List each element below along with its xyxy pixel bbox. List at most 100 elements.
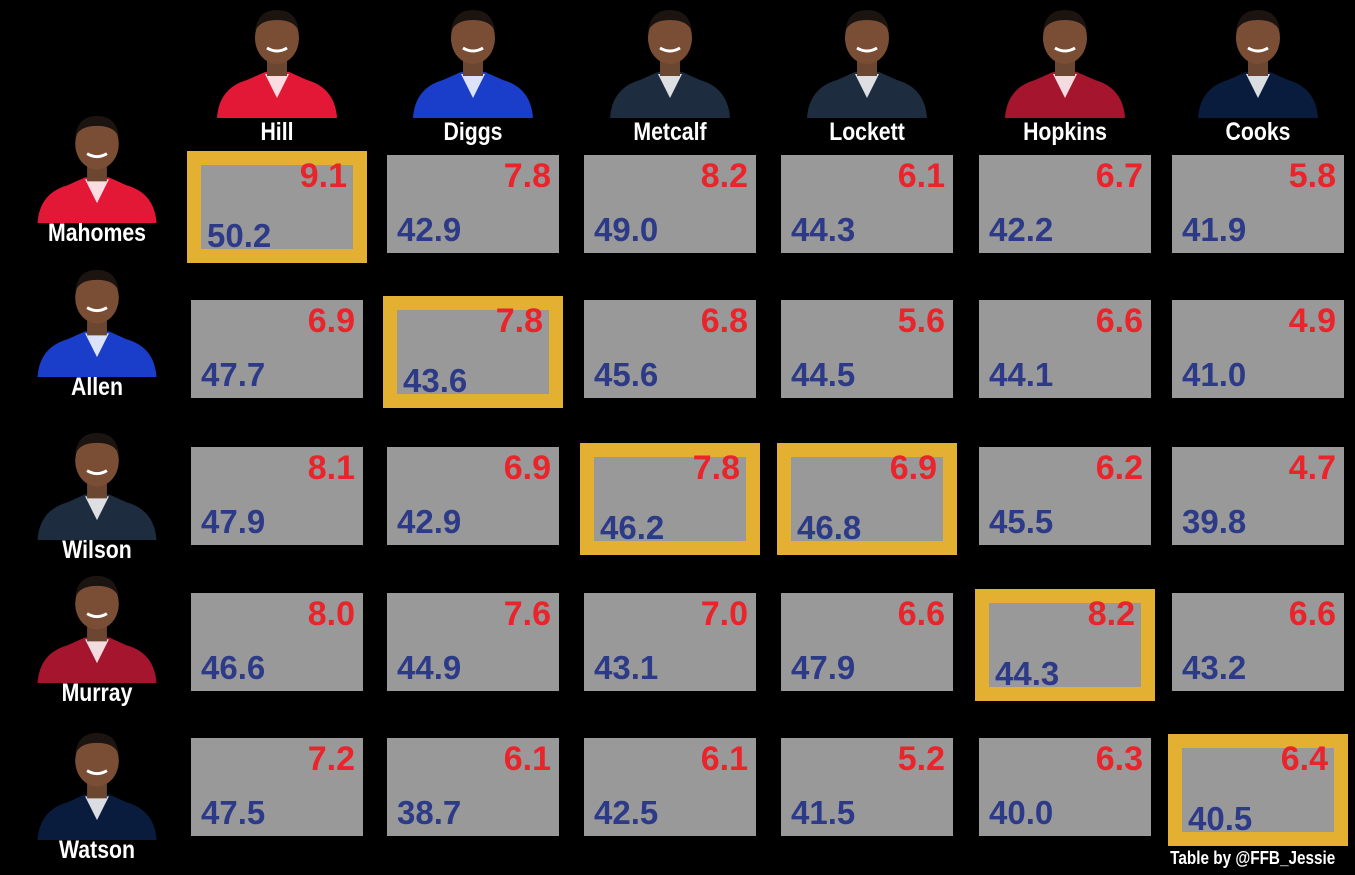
- top-value: 6.9: [889, 449, 937, 487]
- top-value: 9.1: [299, 157, 347, 195]
- grid-cell: 8.0 46.6: [191, 593, 363, 691]
- grid-cell: 6.2 45.5: [979, 447, 1151, 545]
- top-value: 6.7: [1095, 157, 1143, 195]
- grid-cell: 7.8 43.6: [383, 296, 563, 408]
- receiver-name: Lockett: [829, 118, 905, 146]
- top-value: 6.1: [503, 740, 551, 778]
- player-headshot-icon: [797, 2, 937, 118]
- bottom-value: 46.6: [201, 649, 266, 686]
- grid-cell: 6.9 46.8: [777, 443, 957, 555]
- receiver-header-diggs: Diggs: [388, 2, 558, 147]
- top-value: 4.9: [1288, 302, 1336, 340]
- bottom-value: 44.1: [989, 356, 1054, 393]
- bottom-value: 46.8: [797, 509, 862, 546]
- top-value: 7.8: [692, 449, 740, 487]
- grid-cell: 6.3 40.0: [979, 738, 1151, 836]
- top-value: 7.6: [503, 595, 551, 633]
- player-headshot-icon: [995, 2, 1135, 118]
- bottom-value: 39.8: [1182, 503, 1247, 540]
- bottom-value: 43.6: [403, 362, 468, 399]
- grid-cell: 6.1 44.3: [781, 155, 953, 253]
- top-value: 4.7: [1288, 449, 1336, 487]
- grid-cell: 7.0 43.1: [584, 593, 756, 691]
- bottom-value: 50.2: [207, 217, 272, 254]
- bottom-value: 42.9: [397, 211, 462, 248]
- bottom-value: 47.9: [201, 503, 266, 540]
- receiver-header-hill: Hill: [192, 2, 362, 147]
- bottom-value: 42.2: [989, 211, 1054, 248]
- player-headshot-icon: [27, 425, 167, 540]
- bottom-value: 40.5: [1188, 800, 1253, 837]
- top-value: 6.6: [897, 595, 945, 633]
- top-value: 5.6: [897, 302, 945, 340]
- bottom-value: 49.0: [594, 211, 659, 248]
- top-value: 8.2: [1087, 595, 1135, 633]
- top-value: 7.8: [503, 157, 551, 195]
- receiver-name: Hill: [260, 118, 294, 146]
- quarterback-header-allen: Allen: [12, 262, 182, 402]
- grid-cell: 6.1 42.5: [584, 738, 756, 836]
- top-value: 6.1: [700, 740, 748, 778]
- grid-cell: 8.2 49.0: [584, 155, 756, 253]
- quarterback-name: Watson: [59, 836, 135, 864]
- top-value: 6.9: [503, 449, 551, 487]
- top-value: 6.6: [1095, 302, 1143, 340]
- grid-cell: 7.6 44.9: [387, 593, 559, 691]
- bottom-value: 44.3: [791, 211, 856, 248]
- grid-cell: 6.6 43.2: [1172, 593, 1344, 691]
- quarterback-name: Wilson: [62, 536, 132, 564]
- bottom-value: 38.7: [397, 794, 462, 831]
- receiver-header-cooks: Cooks: [1173, 2, 1343, 147]
- player-headshot-icon: [27, 568, 167, 683]
- grid-cell: 6.4 40.5: [1168, 734, 1348, 846]
- top-value: 8.0: [307, 595, 355, 633]
- grid-cell: 8.2 44.3: [975, 589, 1155, 701]
- bottom-value: 41.9: [1182, 211, 1247, 248]
- grid-cell: 6.7 42.2: [979, 155, 1151, 253]
- bottom-value: 47.5: [201, 794, 266, 831]
- grid-cell: 9.1 50.2: [187, 151, 367, 263]
- bottom-value: 43.2: [1182, 649, 1247, 686]
- grid-cell: 6.1 38.7: [387, 738, 559, 836]
- receiver-name: Diggs: [443, 118, 503, 146]
- bottom-value: 41.0: [1182, 356, 1247, 393]
- quarterback-name: Mahomes: [47, 219, 147, 247]
- bottom-value: 46.2: [600, 509, 665, 546]
- top-value: 8.1: [307, 449, 355, 487]
- quarterback-header-watson: Watson: [12, 725, 182, 865]
- bottom-value: 43.1: [594, 649, 659, 686]
- top-value: 7.0: [700, 595, 748, 633]
- bottom-value: 47.9: [791, 649, 856, 686]
- receiver-name: Hopkins: [1023, 118, 1107, 146]
- top-value: 7.8: [495, 302, 543, 340]
- bottom-value: 42.9: [397, 503, 462, 540]
- top-value: 5.2: [897, 740, 945, 778]
- bottom-value: 44.5: [791, 356, 856, 393]
- bottom-value: 41.5: [791, 794, 856, 831]
- player-headshot-icon: [1188, 2, 1328, 118]
- player-headshot-icon: [600, 2, 740, 118]
- grid-cell: 6.9 42.9: [387, 447, 559, 545]
- quarterback-name: Allen: [71, 373, 123, 401]
- top-value: 8.2: [700, 157, 748, 195]
- top-value: 6.8: [700, 302, 748, 340]
- grid-cell: 6.9 47.7: [191, 300, 363, 398]
- top-value: 6.9: [307, 302, 355, 340]
- top-value: 5.8: [1288, 157, 1336, 195]
- player-headshot-icon: [27, 725, 167, 840]
- bottom-value: 40.0: [989, 794, 1054, 831]
- credit-text: Table by @FFB_Jessie: [1169, 848, 1335, 868]
- receiver-header-metcalf: Metcalf: [585, 2, 755, 147]
- grid-cell: 5.2 41.5: [781, 738, 953, 836]
- receiver-header-hopkins: Hopkins: [980, 2, 1150, 147]
- top-value: 6.4: [1280, 740, 1328, 778]
- grid-cell: 6.6 44.1: [979, 300, 1151, 398]
- player-headshot-icon: [27, 262, 167, 377]
- grid-cell: 5.6 44.5: [781, 300, 953, 398]
- bottom-value: 42.5: [594, 794, 659, 831]
- bottom-value: 45.6: [594, 356, 659, 393]
- bottom-value: 44.9: [397, 649, 462, 686]
- bottom-value: 44.3: [995, 655, 1060, 692]
- top-value: 6.6: [1288, 595, 1336, 633]
- quarterback-header-murray: Murray: [12, 568, 182, 708]
